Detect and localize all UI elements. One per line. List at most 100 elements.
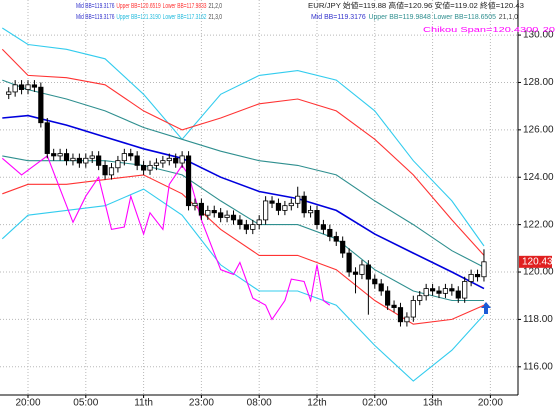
candle-body	[63, 153, 70, 162]
candle-body	[352, 271, 359, 275]
candle-body	[340, 240, 346, 254]
candle-body	[12, 84, 18, 93]
info-segment: Upper BB=119.9848	[368, 12, 430, 21]
candle-body	[96, 155, 102, 166]
indicator-line	[2, 79, 485, 268]
candle-body	[327, 228, 333, 237]
x-tick-label: 20:00	[15, 398, 40, 409]
candle-body	[38, 86, 44, 124]
info-segment: 20	[543, 25, 555, 34]
candle-body	[282, 205, 288, 211]
candle-body	[44, 122, 50, 154]
candle-body	[417, 295, 423, 301]
candle-body	[346, 252, 352, 273]
info-segment: Mid BB=119.3176	[76, 12, 114, 21]
info-segment: Lower BB=117.9833	[163, 1, 207, 10]
candle-body	[372, 278, 378, 285]
y-tick-label: 130.00	[523, 30, 554, 41]
candle-body	[128, 153, 134, 157]
info-text: Mid BB=119.3176Upper BB=119.9848 Lower BB…	[311, 12, 518, 21]
candle-body	[121, 153, 127, 162]
info-segment: Lower BB=117.3162	[163, 12, 207, 21]
x-tick-label: 23:00	[189, 398, 214, 409]
candle-body	[218, 212, 224, 218]
candle-body	[147, 164, 153, 171]
candle-body	[102, 164, 108, 176]
candle-body	[320, 224, 327, 230]
candle-body	[307, 210, 314, 214]
info-segment: 21,1,0	[499, 12, 518, 21]
candle-body	[481, 261, 487, 278]
candle-body	[468, 273, 474, 282]
indicator-line	[2, 27, 485, 247]
x-tick-label: 13th	[423, 398, 442, 409]
candle-body	[256, 219, 262, 226]
candle-body	[243, 224, 249, 230]
candle-body	[160, 160, 166, 164]
x-tick-label: 20:00	[478, 398, 503, 409]
info-text: Mid BB=119.3176Upper BB=121.3190Lower BB…	[76, 12, 222, 21]
y-tick-label: 120.00	[523, 267, 554, 278]
candle-body	[153, 162, 160, 166]
x-tick-label: 11th	[134, 398, 153, 409]
info-segment: Upper BB=121.3190	[116, 12, 160, 21]
candle-body	[205, 210, 211, 216]
candle-body	[18, 84, 25, 90]
info-segment: Mid BB=119.3176	[76, 1, 114, 10]
candle-body	[173, 157, 179, 164]
candle-body	[83, 157, 89, 164]
candle-body	[179, 155, 185, 164]
y-tick-label: 126.00	[523, 124, 554, 135]
candle-body	[185, 155, 192, 207]
candle-body	[378, 283, 384, 292]
candle-body	[288, 202, 294, 207]
candle-body	[275, 202, 282, 211]
y-tick-label: 116.00	[523, 361, 553, 372]
indicator-line	[2, 114, 485, 290]
candle-body	[462, 281, 468, 299]
x-tick-label: 02:00	[362, 398, 387, 409]
candle-body	[365, 264, 371, 280]
candle-body	[166, 157, 172, 162]
candle-body	[410, 300, 416, 318]
candle-body	[198, 202, 204, 216]
info-segment: Upper BB=120.6519	[116, 1, 160, 10]
info-segment: EUR/JPY 始値=119.88 高値=120.96 安値=119.02 終値…	[308, 0, 524, 10]
x-tick-label: 05:00	[73, 398, 98, 409]
candle-body	[442, 288, 449, 294]
candle-body	[391, 304, 397, 308]
candle-body	[429, 288, 436, 292]
x-tick-label: 12th	[307, 398, 326, 409]
info-text: Mid BB=119.3176Upper BB=120.6519Lower BB…	[76, 1, 222, 10]
candle-body	[134, 155, 140, 166]
candle-body	[70, 157, 76, 162]
candle-body	[314, 210, 320, 226]
candle-body	[385, 290, 391, 306]
candle-body	[250, 224, 256, 230]
candle-body	[263, 200, 269, 221]
candle-body	[423, 288, 429, 297]
candle-body	[115, 160, 121, 169]
info-text: Chikou Span=120.4300 20	[423, 25, 555, 34]
candle-body	[192, 202, 198, 207]
candle-body	[474, 273, 481, 278]
y-tick-label: 122.00	[523, 219, 554, 230]
x-tick-label: 08:00	[247, 398, 272, 409]
candle-body	[89, 155, 95, 159]
info-segment: Chikou Span=120.4300	[423, 25, 538, 34]
y-tick-label: 128.00	[523, 77, 554, 88]
candle-body	[301, 195, 307, 214]
indicator-line	[1, 188, 485, 382]
y-tick-label: 124.00	[523, 172, 554, 183]
candle-body	[269, 200, 275, 204]
candle-body	[31, 84, 38, 88]
candle-body	[449, 288, 455, 292]
candle-body	[25, 84, 31, 90]
indicator-line	[1, 155, 331, 321]
info-segment: Lower BB=118.6505	[434, 12, 496, 21]
candle-body	[230, 214, 237, 221]
candle-body	[237, 219, 243, 226]
candle-body	[295, 195, 301, 204]
candle-body	[359, 264, 365, 275]
candle-body	[108, 167, 115, 176]
